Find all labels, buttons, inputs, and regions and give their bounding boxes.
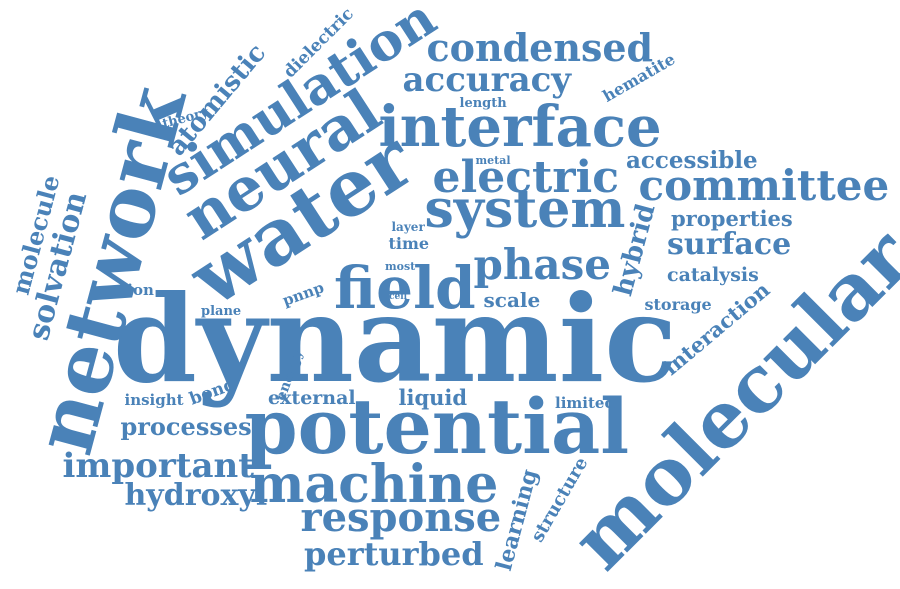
word-condensed: condensed <box>426 25 654 70</box>
word-accuracy: accuracy <box>402 60 572 100</box>
word-metal: metal <box>475 153 511 167</box>
word-time: time <box>388 234 430 253</box>
word-important: important <box>62 446 254 486</box>
word-catalysis: catalysis <box>667 263 759 286</box>
word-properties: properties <box>671 205 793 231</box>
word-dynamic: dynamic <box>113 269 678 410</box>
word-processes: processes <box>120 412 252 441</box>
word-machine: machine <box>249 454 499 515</box>
word-surface: surface <box>667 227 792 262</box>
word-limited: limited <box>555 393 615 412</box>
word-length: length <box>459 95 507 111</box>
word-layer: layer <box>391 220 425 234</box>
word-response: response <box>300 494 502 541</box>
word-plane: plane <box>201 303 242 319</box>
word-most: most <box>385 259 416 273</box>
word-liquid: liquid <box>398 384 468 410</box>
word-accessible: accessible <box>626 146 758 174</box>
word-scale: scale <box>483 288 541 312</box>
word-motion: motion <box>94 280 154 299</box>
word-potential: potential <box>244 382 630 471</box>
word-cell: cell <box>389 291 408 302</box>
word-committee: committee <box>638 161 890 210</box>
word-perturbed: perturbed <box>304 535 484 573</box>
word-hydroxyl: hydroxyl <box>124 478 268 513</box>
word-external: external <box>268 386 356 409</box>
word-field: field <box>334 254 476 322</box>
word-phase: phase <box>473 240 611 289</box>
word-interface: interface <box>378 94 662 160</box>
word-insight: insight <box>124 390 184 409</box>
word-system: system <box>424 179 626 240</box>
word-electric: electric <box>432 152 620 203</box>
word-storage: storage <box>644 295 712 314</box>
